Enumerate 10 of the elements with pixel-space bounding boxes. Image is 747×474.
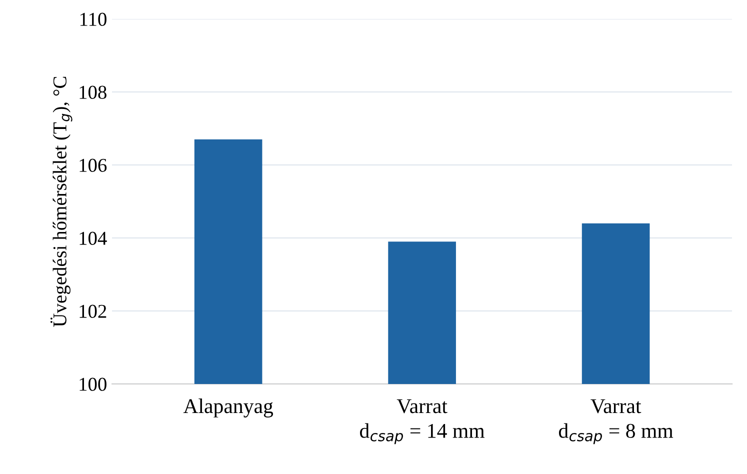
y-tick-label: 102 <box>80 304 106 318</box>
y-tick-label: 100 <box>80 378 106 391</box>
category-label: Varrat d$_{csap}$ = 14 mm <box>360 399 485 444</box>
y-tick-label: 104 <box>80 232 107 245</box>
x-tick-label: Alapanyag <box>183 398 274 418</box>
y-tick-label: 106 <box>80 158 107 172</box>
y-axis-title: Üvegedési hőmérséklet (T$_{g}$), °C <box>50 76 72 327</box>
y-tick-label: 110 <box>80 12 106 26</box>
x-tick-label: Varrat d$_{csap}$ = 8 mm <box>558 399 674 444</box>
y-tick-label: 108 <box>80 86 106 99</box>
